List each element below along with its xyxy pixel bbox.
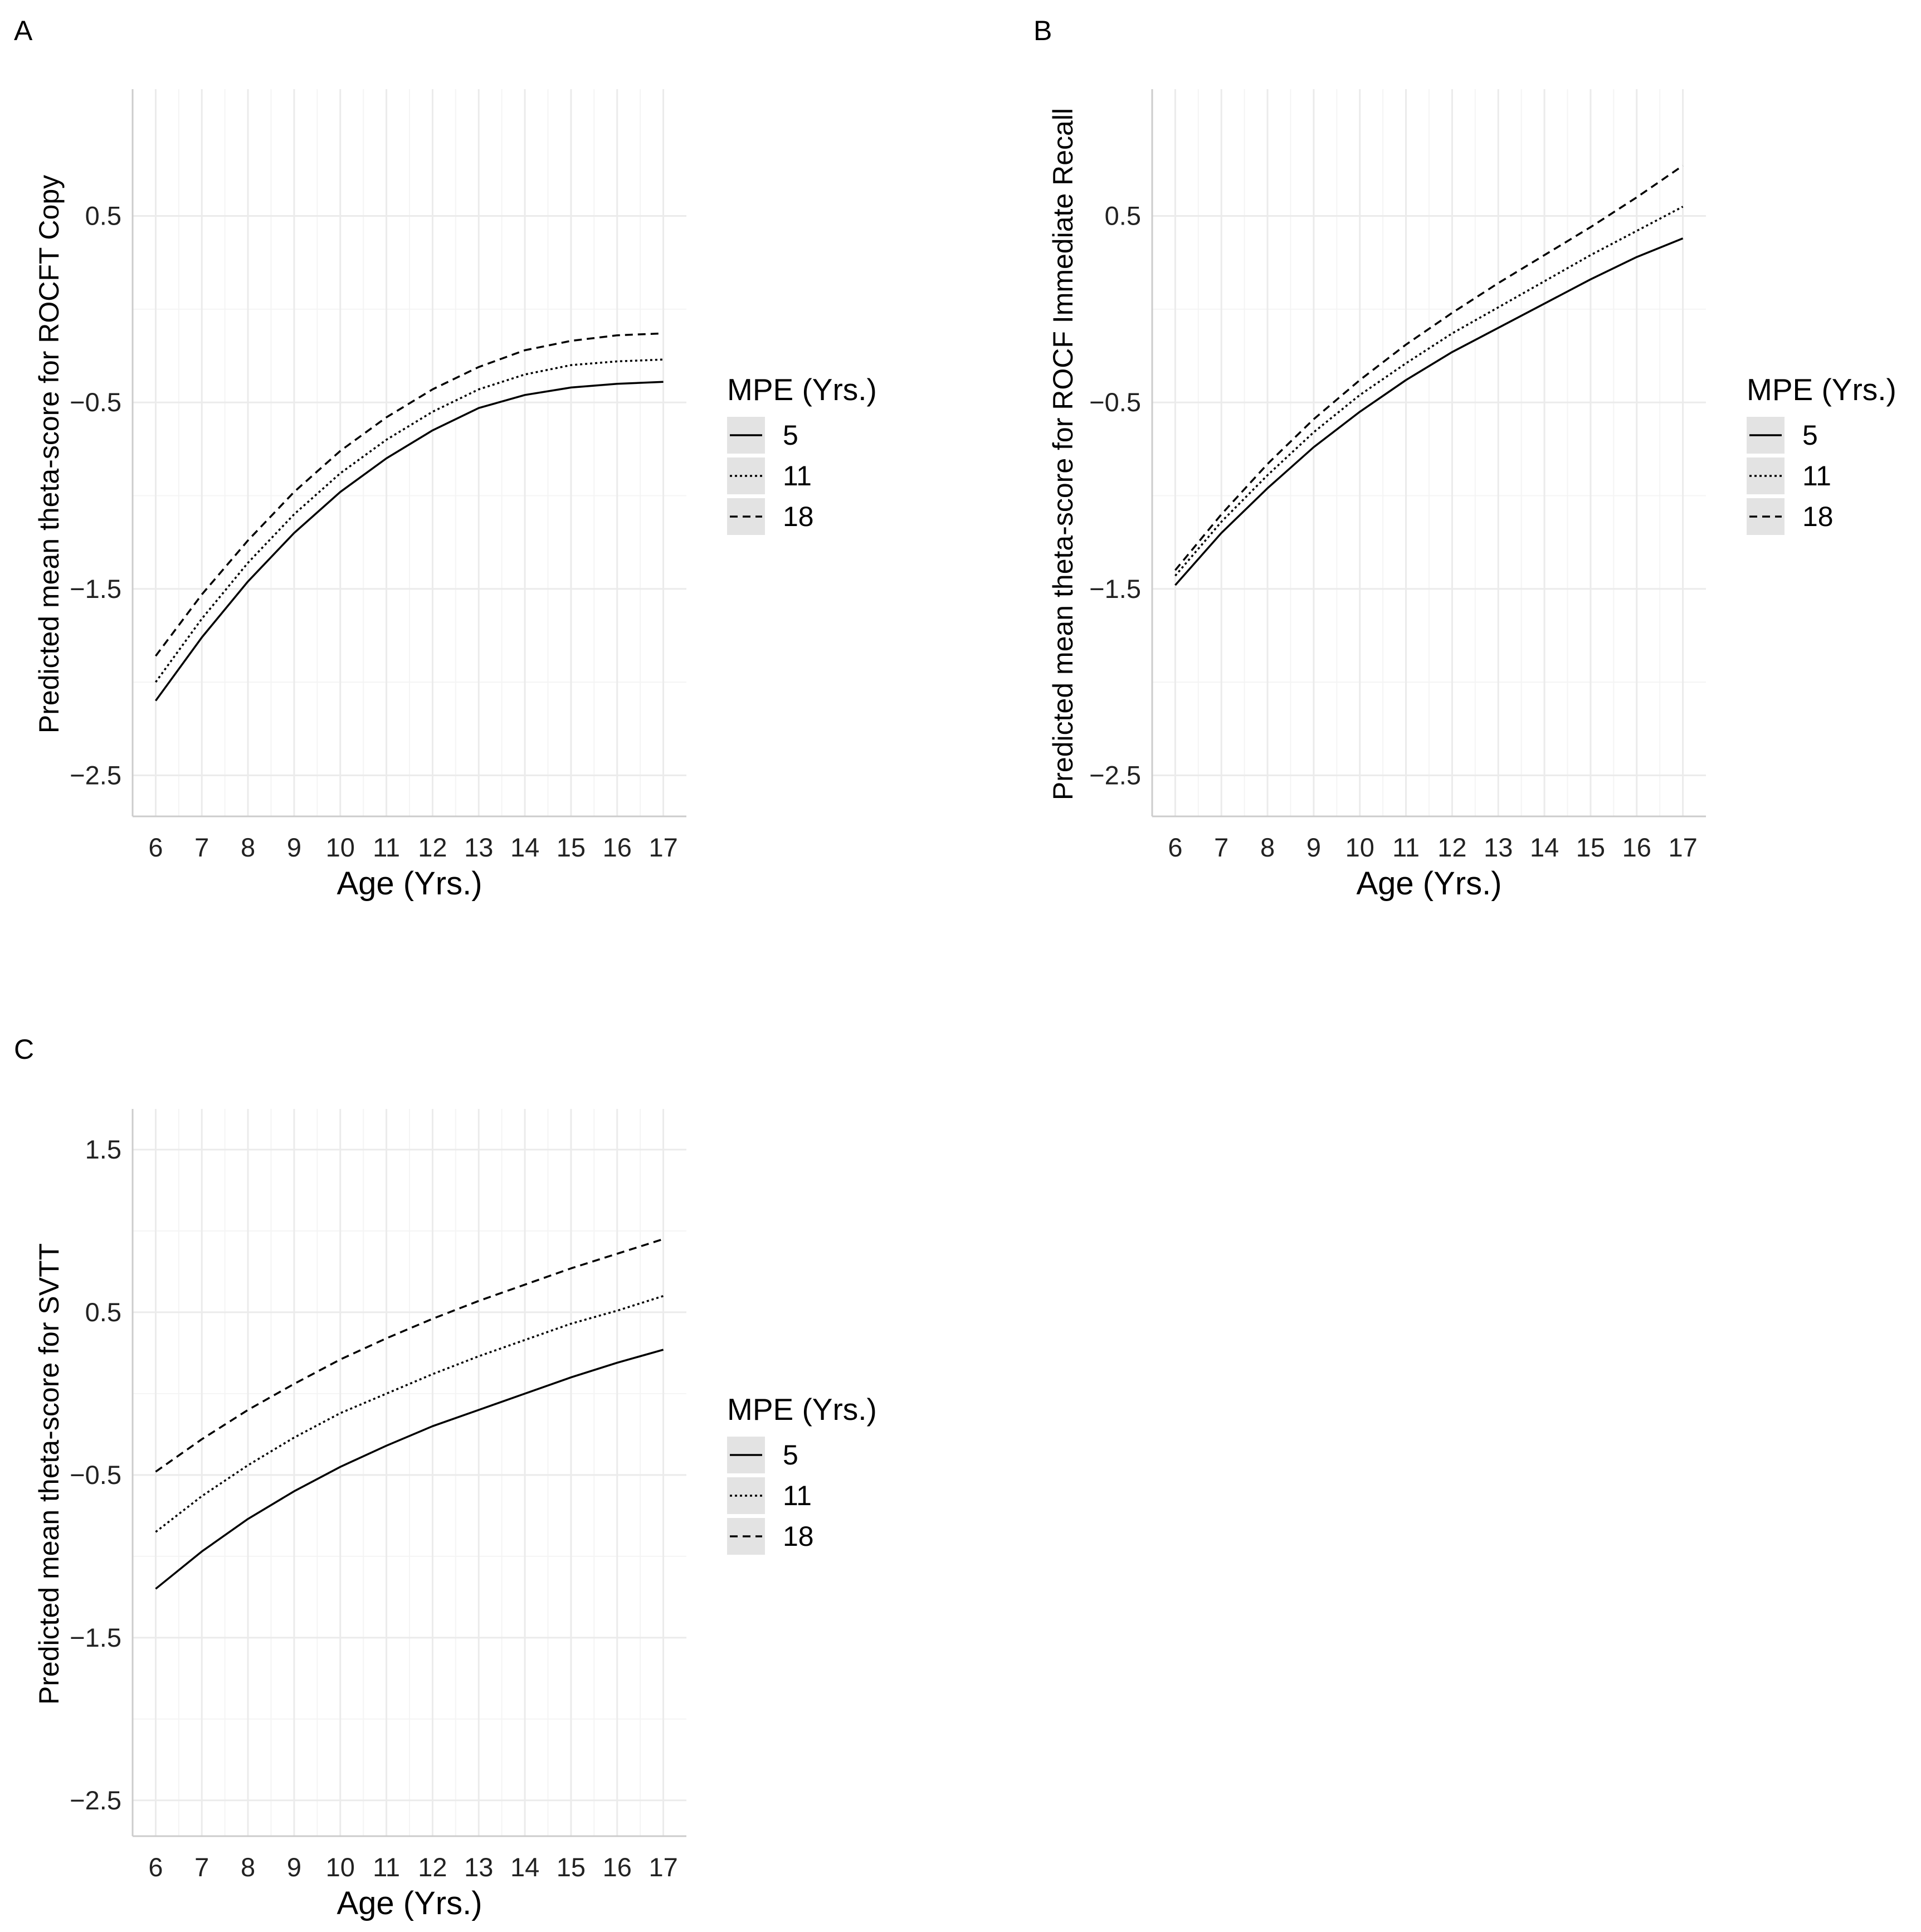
y-tick-label: −2.5	[70, 760, 121, 790]
x-tick-label: 6	[1168, 833, 1182, 862]
x-axis-title: Age (Yrs.)	[337, 1885, 482, 1921]
x-tick-label: 9	[287, 833, 301, 862]
y-tick-label: −2.5	[1089, 760, 1141, 790]
y-tick-label: 1.5	[85, 1135, 121, 1164]
y-tick-label: −1.5	[70, 1623, 121, 1652]
y-tick-label: −0.5	[70, 387, 121, 417]
legend-label: 11	[783, 1480, 812, 1511]
panel-c-chart: 1.5 0.5 −0.5 −1.5 −2.5 6 7 8 9 10 11 12 13 14 15 16 17 Ag…	[33, 1109, 877, 1921]
x-tick-label: 9	[1306, 833, 1321, 862]
x-tick-label: 11	[1392, 833, 1420, 862]
x-tick-label: 14	[510, 1852, 539, 1882]
x-tick-label: 17	[1668, 833, 1697, 862]
legend-label: 5	[783, 1439, 798, 1471]
y-tick-label: 0.5	[85, 201, 121, 231]
legend-title: MPE (Yrs.)	[727, 1392, 877, 1427]
legend-label: 5	[1802, 420, 1818, 451]
panel-letter-c: C	[14, 1034, 34, 1065]
legend-title: MPE (Yrs.)	[727, 372, 877, 407]
legend-label: 18	[1802, 501, 1834, 532]
x-tick-label: 10	[326, 1852, 355, 1882]
x-tick-label: 6	[148, 833, 163, 862]
series-line-mpe-5	[1174, 237, 1684, 586]
x-tick-label: 13	[464, 833, 493, 862]
x-tick-label: 13	[464, 1852, 493, 1882]
x-tick-label: 11	[373, 1852, 400, 1882]
panel-letter-b: B	[1033, 15, 1052, 46]
x-tick-label: 15	[557, 833, 586, 862]
legend-label: 18	[783, 501, 814, 532]
x-tick-label: 11	[373, 833, 400, 862]
x-tick-label: 17	[649, 1852, 677, 1882]
y-tick-label: −1.5	[70, 574, 121, 604]
x-tick-label: 13	[1484, 833, 1513, 862]
x-tick-label: 6	[148, 1852, 163, 1882]
panel-letter-a: A	[14, 15, 33, 46]
x-tick-label: 14	[1530, 833, 1559, 862]
x-tick-label: 15	[557, 1852, 586, 1882]
x-tick-label: 10	[326, 833, 355, 862]
x-axis-title: Age (Yrs.)	[1356, 865, 1501, 902]
x-tick-label: 7	[194, 833, 209, 862]
panel-b-chart: 0.5 −0.5 −1.5 −2.5 6 7 8 9 10 11 12 13 14 15 16 17 Age (…	[1047, 89, 1896, 902]
x-tick-label: 8	[241, 833, 255, 862]
y-tick-label: −0.5	[1089, 387, 1141, 417]
x-tick-label: 16	[603, 1852, 632, 1882]
series-line-mpe-18	[1174, 164, 1684, 571]
x-tick-label: 14	[510, 833, 539, 862]
x-tick-label: 12	[1437, 833, 1466, 862]
panel-a-chart: 0.5 −0.5 −1.5 −2.5 6 7 8 9 10 11 12 13 14 15 16 17 Age (…	[33, 89, 877, 902]
legend-label: 11	[783, 460, 812, 491]
series-line-mpe-11	[1174, 206, 1684, 577]
x-tick-label: 15	[1576, 833, 1605, 862]
series-line-mpe-18	[155, 332, 664, 657]
x-tick-label: 16	[1622, 833, 1651, 862]
x-tick-label: 7	[1214, 833, 1228, 862]
x-tick-label: 16	[603, 833, 632, 862]
legend-label: 11	[1802, 460, 1831, 491]
y-tick-label: −2.5	[70, 1785, 121, 1815]
series-line-mpe-5	[154, 381, 664, 702]
x-tick-label: 12	[418, 1852, 447, 1882]
x-axis-title: Age (Yrs.)	[337, 865, 482, 902]
x-tick-label: 9	[287, 1852, 301, 1882]
y-tick-label: 0.5	[1105, 201, 1141, 231]
x-tick-label: 17	[649, 833, 677, 862]
x-tick-label: 10	[1345, 833, 1374, 862]
series-line-mpe-5	[155, 1349, 664, 1590]
y-tick-label: −1.5	[1089, 574, 1141, 604]
x-tick-label: 7	[194, 1852, 209, 1882]
y-axis-title: Predicted mean theta-score for ROCFT Cop…	[33, 175, 65, 733]
x-tick-label: 8	[1260, 833, 1275, 862]
y-axis-title: Predicted mean theta-score for SVTT	[33, 1243, 65, 1705]
x-tick-label: 12	[418, 833, 447, 862]
y-tick-label: 0.5	[85, 1297, 121, 1327]
legend-label: 18	[783, 1521, 814, 1552]
y-tick-label: −0.5	[70, 1460, 121, 1490]
y-axis-title: Predicted mean theta-score for ROCF Imme…	[1047, 108, 1079, 800]
x-tick-label: 8	[241, 1852, 255, 1882]
legend-title: MPE (Yrs.)	[1747, 372, 1896, 407]
legend-label: 5	[783, 420, 798, 451]
